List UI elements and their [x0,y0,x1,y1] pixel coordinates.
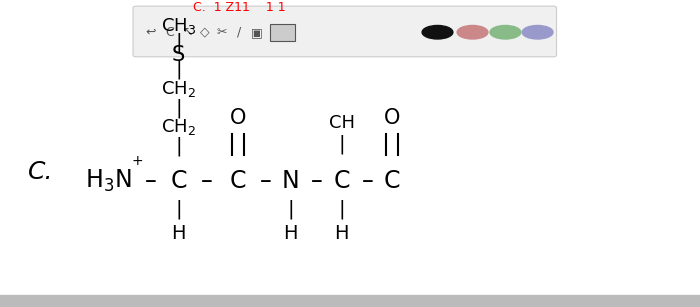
Circle shape [457,25,488,39]
Text: ▣: ▣ [251,26,262,39]
Text: –: – [260,169,272,193]
Text: CH: CH [328,114,355,132]
Text: +: + [132,154,143,168]
Text: –: – [201,169,212,193]
Text: O: O [384,108,400,128]
Text: H: H [284,224,298,243]
Text: C.: C. [28,160,53,184]
Circle shape [422,25,453,39]
Text: H: H [335,224,349,243]
Text: C.  1 Z11    1 1: C. 1 Z11 1 1 [193,1,285,14]
Text: |: | [175,199,182,219]
Text: ↩: ↩ [146,26,155,39]
Text: N: N [281,169,300,193]
Text: |: | [338,199,345,219]
Circle shape [490,25,521,39]
Text: |: | [175,137,182,156]
Text: |: | [338,134,345,154]
Circle shape [522,25,553,39]
Text: C: C [166,26,174,39]
Text: CH$_2$: CH$_2$ [161,79,196,99]
Text: –: – [145,169,156,193]
Text: H$_3$N: H$_3$N [85,168,132,194]
Text: C: C [384,169,400,193]
Text: /: / [237,26,241,39]
Text: S: S [172,45,185,65]
FancyBboxPatch shape [270,24,295,41]
Text: –: – [362,169,373,193]
Text: |: | [287,199,294,219]
Text: –: – [311,169,322,193]
Text: CH$_3$: CH$_3$ [161,16,196,36]
Text: C: C [230,169,246,193]
Text: H: H [172,224,186,243]
Text: ↖: ↖ [182,26,193,39]
Text: |: | [175,98,182,118]
Text: |: | [175,60,182,80]
Text: ◇: ◇ [200,26,210,39]
Text: |: | [175,32,182,52]
Bar [0,295,700,307]
FancyBboxPatch shape [133,6,556,57]
Text: C: C [170,169,187,193]
Text: O: O [230,108,246,128]
Text: C: C [333,169,350,193]
Text: CH$_2$: CH$_2$ [161,117,196,138]
Text: ✂: ✂ [217,26,227,39]
